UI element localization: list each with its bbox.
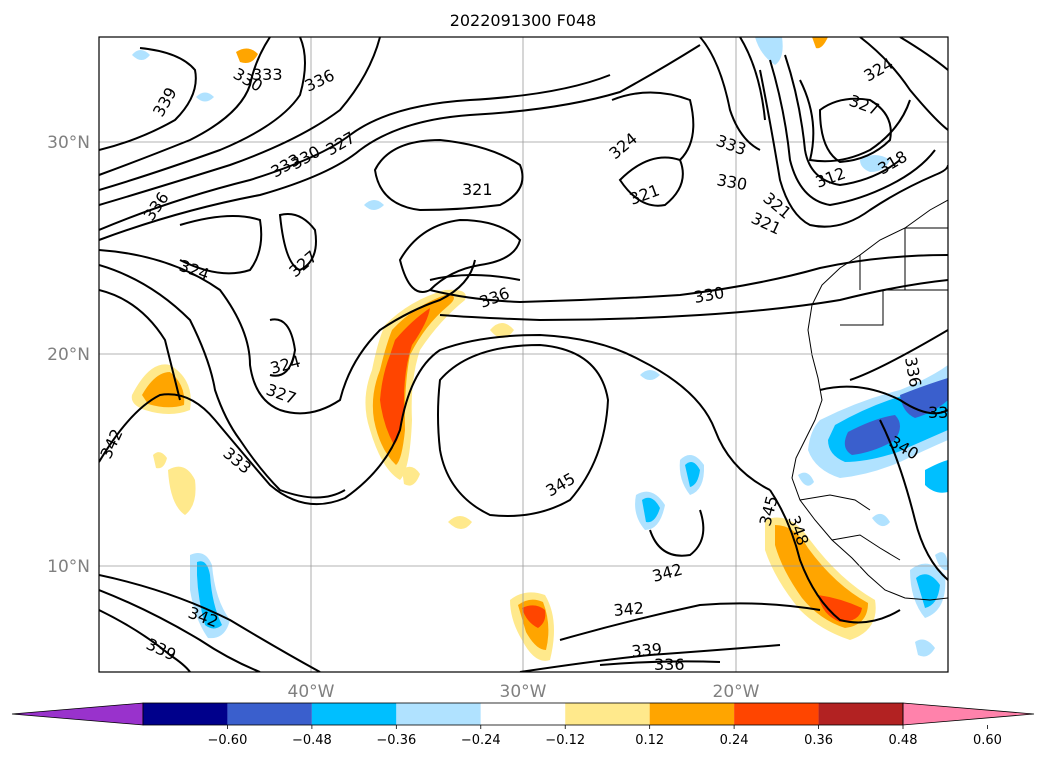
contour-label: 33 <box>928 403 948 422</box>
contour-label: 339 <box>631 639 663 661</box>
colorbar-extend-min <box>11 702 144 726</box>
colorbar-frame <box>142 702 904 726</box>
map-frame <box>98 36 949 673</box>
contour-label: 342 <box>613 598 645 620</box>
colorbar-extend-max <box>902 702 1035 726</box>
colorbar-tick-label: −0.36 <box>376 733 416 748</box>
colorbar-segment <box>143 703 228 725</box>
lat-label-30n: 30°N <box>47 133 90 153</box>
lat-label-20n: 20°N <box>47 345 90 365</box>
colorbar: −0.60 −0.48 −0.36 −0.24 −0.12 0.12 0.24 0.36 0.4… <box>11 702 1035 748</box>
contour-label: 333 <box>252 65 283 84</box>
contour-lines <box>99 37 948 672</box>
lon-label-20w: 20°W <box>713 682 760 702</box>
colorbar-tick-label: 0.12 <box>635 733 664 748</box>
colorbar-segment <box>480 703 566 725</box>
colorbar-tick-label: −0.12 <box>545 733 585 748</box>
positive-anomaly-shading <box>131 37 876 661</box>
colorbar-tick-label: 0.60 <box>973 733 1002 748</box>
coastline <box>791 199 948 601</box>
negative-anomaly-shading <box>132 37 948 657</box>
colorbar-tick-label: −0.24 <box>461 733 501 748</box>
contour-label: 321 <box>462 180 493 199</box>
gridlines <box>99 37 948 672</box>
colorbar-segment <box>565 703 650 725</box>
map-title: 2022091300 F048 <box>450 11 597 30</box>
colorbar-tick-label: −0.60 <box>208 733 248 748</box>
colorbar-tick-label: 0.48 <box>889 733 918 748</box>
colorbar-tick-label: 0.24 <box>720 733 749 748</box>
lon-label-40w: 40°W <box>288 682 335 702</box>
colorbar-segment <box>734 703 819 725</box>
latitude-labels: 30°N 20°N 10°N <box>47 133 90 577</box>
colorbar-segment <box>818 703 903 725</box>
lat-label-10n: 10°N <box>47 557 90 577</box>
colorbar-tick-label: −0.48 <box>292 733 332 748</box>
colorbar-segment <box>311 703 397 725</box>
colorbar-segment <box>649 703 735 725</box>
colorbar-segment <box>227 703 312 725</box>
contour-label: 336 <box>654 655 685 674</box>
colorbar-segment <box>396 703 481 725</box>
colorbar-tick-label: 0.36 <box>804 733 833 748</box>
map-plot-area: 330 333 336 339 327 333 330 336 324 327 … <box>99 37 948 674</box>
longitude-labels: 40°W 30°W 20°W <box>288 682 760 702</box>
lon-label-30w: 30°W <box>500 682 547 702</box>
